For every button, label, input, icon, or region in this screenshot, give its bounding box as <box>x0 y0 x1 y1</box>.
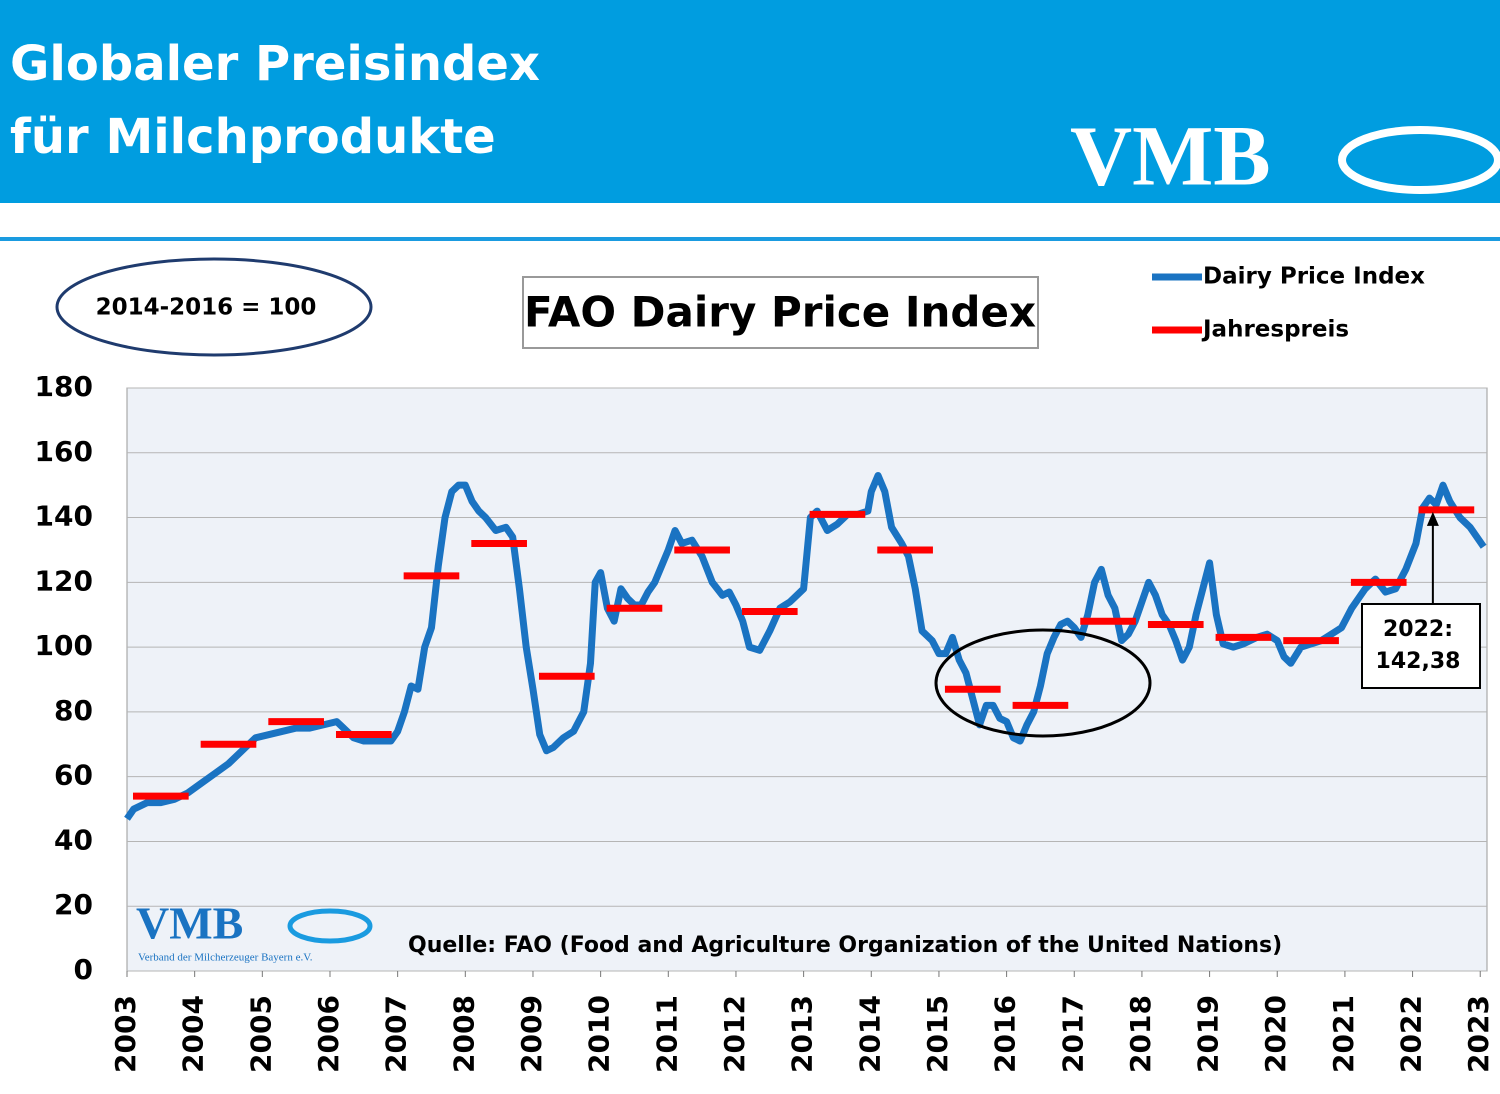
y-tick-label: 20 <box>54 888 93 921</box>
x-tick-label: 2019 <box>1192 995 1225 1073</box>
legend-label: Dairy Price Index <box>1203 264 1425 290</box>
chart-title: FAO Dairy Price Index <box>524 288 1036 337</box>
x-tick-label: 2022 <box>1395 995 1428 1073</box>
x-tick-label: 2007 <box>380 995 413 1073</box>
header-logo: VMB <box>1070 108 1271 204</box>
highlight-ellipse <box>934 628 1152 738</box>
legend: Dairy Price Index Jahrespreis <box>1152 264 1425 343</box>
x-tick-label: 2013 <box>786 995 819 1073</box>
watermark-swirl <box>287 908 373 944</box>
annotation-text: 2022: <box>1383 617 1453 642</box>
base-note: 2014-2016 = 100 <box>96 295 317 321</box>
y-tick-label: 60 <box>54 759 93 792</box>
y-tick-label: 140 <box>35 500 93 533</box>
x-tick-label: 2006 <box>312 995 345 1073</box>
x-tick-label: 2008 <box>447 995 480 1073</box>
x-tick-label: 2018 <box>1124 995 1157 1073</box>
x-tick-label: 2014 <box>853 995 886 1073</box>
y-tick-label: 100 <box>35 629 93 662</box>
watermark-subtitle: Verband der Milcherzeuger Bayern e.V. <box>138 952 313 964</box>
annotation-box <box>1361 603 1481 689</box>
x-tick-label: 2004 <box>177 995 210 1073</box>
x-tick-label: 2012 <box>718 995 751 1073</box>
x-tick-label: 2005 <box>244 995 277 1073</box>
base-note-oval <box>55 257 373 357</box>
y-tick-label: 80 <box>54 694 93 727</box>
y-tick-label: 40 <box>54 823 93 856</box>
x-tick-label: 2015 <box>921 995 954 1073</box>
x-tick-label: 2010 <box>583 995 616 1073</box>
x-tick-label: 2016 <box>989 995 1022 1073</box>
x-tick-label: 2020 <box>1259 995 1292 1073</box>
marks <box>124 471 1487 821</box>
source-note: Quelle: FAO (Food and Agriculture Organi… <box>408 933 1282 958</box>
header-band <box>0 0 1500 203</box>
annotation-arrowhead <box>1426 511 1439 526</box>
annotation-text: 142,38 <box>1376 649 1461 674</box>
annotation: 2022: 142,38 <box>1361 511 1481 689</box>
divider <box>0 237 1500 241</box>
y-tick-label: 160 <box>35 435 93 468</box>
x-tick-label: 2021 <box>1327 995 1360 1073</box>
y-tick-label: 120 <box>35 564 93 597</box>
watermark-logo: VMB <box>136 898 243 949</box>
x-tick-label: 2023 <box>1462 995 1495 1073</box>
x-tick-label: 2003 <box>109 995 142 1073</box>
x-tick-label: 2009 <box>515 995 548 1073</box>
title-box <box>522 276 1039 349</box>
legend-label: Jahrespreis <box>1201 317 1349 343</box>
logo-swirl <box>1338 126 1500 194</box>
x-tick-label: 2017 <box>1056 995 1089 1073</box>
y-tick-label: 0 <box>74 953 93 986</box>
plot-area <box>126 387 1488 972</box>
header-title: Globaler Preisindex <box>10 36 540 92</box>
header-title: für Milchprodukte <box>10 109 496 165</box>
x-tick-label: 2011 <box>650 995 683 1073</box>
y-tick-label: 180 <box>35 370 93 403</box>
